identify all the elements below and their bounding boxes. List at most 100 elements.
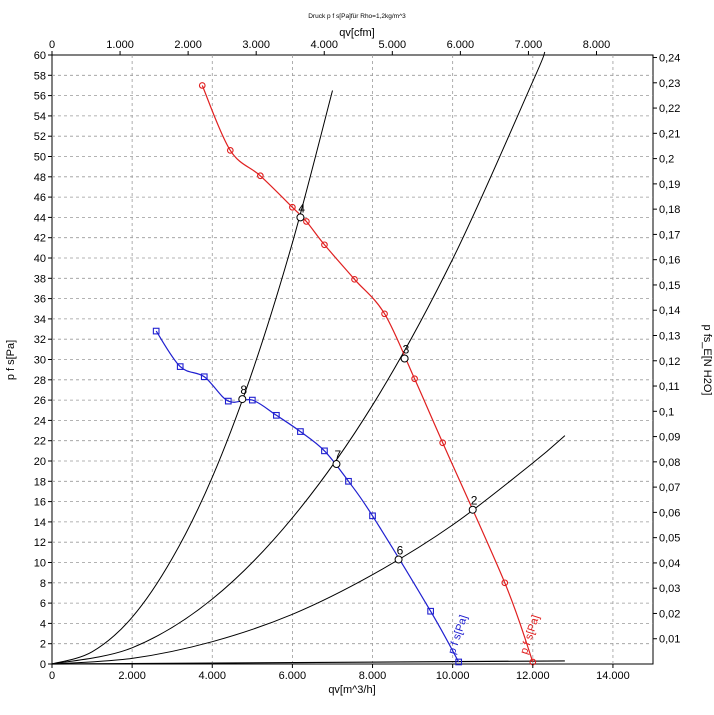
data-point <box>256 172 264 180</box>
x2-tick-label: 3.000 <box>242 39 270 51</box>
y2-tick-label: 0,16 <box>659 255 680 267</box>
y-tick-label: 44 <box>34 212 46 224</box>
y2-tick-label: 0,1 <box>659 406 674 418</box>
y-tick-label: 16 <box>34 497 46 509</box>
operating-point-label: 8 <box>240 383 247 397</box>
data-point <box>273 411 280 419</box>
data-point <box>321 241 328 249</box>
x-tick-label: 2.000 <box>118 670 146 682</box>
y2-tick-label: 0,17 <box>659 229 680 241</box>
data-point <box>248 396 256 404</box>
y2-tick-label: 0,13 <box>659 330 680 342</box>
y2-tick-label: 0,01 <box>659 634 680 646</box>
y-tick-label: 48 <box>34 172 46 184</box>
y-tick-label: 12 <box>34 537 46 549</box>
operating-point <box>296 213 305 222</box>
x2-tick-label: 8.000 <box>583 39 611 51</box>
x-tick-label: 14.000 <box>596 670 630 682</box>
y2-tick-label: 0,2 <box>659 154 674 166</box>
system-curves <box>51 51 566 665</box>
y-tick-label: 36 <box>34 294 46 306</box>
y-tick-label: 8 <box>40 578 46 590</box>
data-point <box>455 658 463 666</box>
y-tick-label: 38 <box>34 273 46 285</box>
y-tick-label: 4 <box>40 618 46 630</box>
series-line <box>155 330 460 663</box>
x-tick-label: 0 <box>49 670 55 682</box>
x-tick-label: 4.000 <box>199 670 227 682</box>
data-point <box>152 327 160 335</box>
operating-point <box>400 354 409 363</box>
y-tick-label: 22 <box>34 436 46 448</box>
data-point <box>198 82 206 89</box>
x2-tick-label: 5.000 <box>379 39 407 51</box>
data-point <box>439 439 447 447</box>
data-point <box>226 147 234 154</box>
x2-axis-label: qv[cfm] <box>339 27 374 39</box>
y-tick-label: 34 <box>34 314 46 326</box>
y-tick-label: 56 <box>34 91 46 103</box>
y-tick-label: 14 <box>34 517 46 529</box>
x2-tick-label: 0 <box>49 39 55 51</box>
y-tick-label: 30 <box>34 355 46 367</box>
y-tick-label: 24 <box>34 415 46 427</box>
data-point <box>289 203 296 211</box>
x-tick-label: 6.000 <box>279 670 307 682</box>
y2-tick-label: 0,07 <box>659 482 680 494</box>
data-point <box>501 579 509 587</box>
y2-tick-label: 0,02 <box>659 608 680 620</box>
operating-point-label: 2 <box>471 494 478 508</box>
y2-tick-label: 0,19 <box>659 179 680 191</box>
system-curve-line <box>51 51 546 665</box>
operating-point-label: 6 <box>397 543 404 557</box>
data-point <box>345 477 352 485</box>
y2-tick-label: 0,15 <box>659 280 680 292</box>
data-point <box>176 363 184 370</box>
data-point <box>411 375 418 383</box>
y-tick-label: 42 <box>34 233 46 245</box>
baseline-curve <box>51 660 565 665</box>
y-tick-label: 58 <box>34 70 46 82</box>
data-point <box>381 310 388 318</box>
y2-tick-label: 0,14 <box>659 305 680 317</box>
y-tick-label: 10 <box>34 558 46 570</box>
x2-tick-label: 2.000 <box>174 39 202 51</box>
y2-tick-label: 0,05 <box>659 533 680 545</box>
x2-tick-label: 1.000 <box>106 39 134 51</box>
y2-axis-label: p fs_E[N H2O] <box>701 325 713 396</box>
x2-tick-label: 4.000 <box>310 39 338 51</box>
x2-tick-label: 6.000 <box>447 39 475 51</box>
y-tick-label: 52 <box>34 131 46 143</box>
y2-tick-label: 0,04 <box>659 558 680 570</box>
y2-tick-label: 0,18 <box>659 204 680 216</box>
operating-points: 2 3 4 6 7 8 <box>238 201 478 564</box>
y-tick-label: 18 <box>34 476 46 488</box>
data-point <box>224 397 232 405</box>
y2-tick-label: 0,21 <box>659 128 680 140</box>
y-axis-label: p f s[Pa] <box>5 340 17 380</box>
series-line <box>201 85 534 663</box>
x-axis-label: qv[m^3/h] <box>328 684 375 696</box>
y-tick-label: 46 <box>34 192 46 204</box>
data-point <box>297 428 304 435</box>
chart-title: Druck p f s[Pa]für Rho=1,2kg/m^3 <box>308 13 406 20</box>
y2-tick-label: 0,08 <box>659 457 680 469</box>
y2-tick-label: 0,23 <box>659 78 680 90</box>
y2-tick-label: 0,09 <box>659 432 680 444</box>
y2-tick-label: 0,06 <box>659 507 680 519</box>
operating-point <box>394 555 403 564</box>
data-point <box>427 607 434 615</box>
data-point <box>321 447 328 455</box>
operating-point-label: 4 <box>298 201 305 215</box>
operating-point-label: 3 <box>403 342 410 356</box>
system-curve-line <box>51 435 566 665</box>
y-tick-label: 54 <box>34 111 46 123</box>
y2-tick-label: 0,12 <box>659 356 680 368</box>
x-tick-label: 12.000 <box>516 670 550 682</box>
y-tick-label: 20 <box>34 456 46 468</box>
y2-tick-label: 0,03 <box>659 583 680 595</box>
y-tick-label: 6 <box>40 598 46 610</box>
y-tick-label: 60 <box>34 50 46 62</box>
x2-tick-label: 7.000 <box>515 39 543 51</box>
